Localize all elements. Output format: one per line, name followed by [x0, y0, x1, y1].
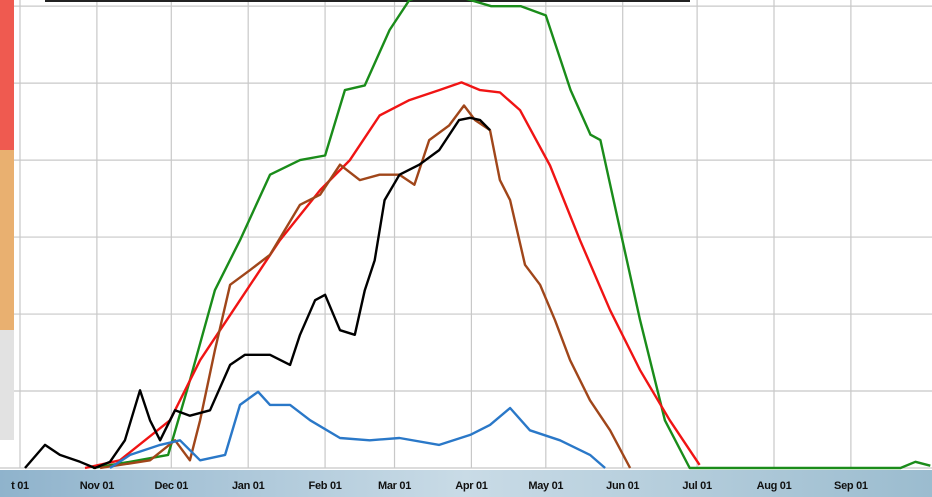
- x-tick-label: Mar 01: [378, 480, 411, 492]
- side-map: [0, 150, 14, 330]
- x-tick-label: Dec 01: [154, 480, 188, 492]
- x-tick-label: Apr 01: [455, 480, 488, 492]
- x-tick-label: Aug 01: [757, 480, 792, 492]
- x-tick-label: Jul 01: [682, 480, 712, 492]
- x-axis: t 01 Nov 01 Dec 01 Jan 01 Feb 01 Mar 01 Apr 01…: [11, 480, 868, 492]
- series-line: [92, 0, 931, 470]
- lines: [24, 0, 931, 470]
- x-tick-label: Sep 01: [834, 480, 868, 492]
- axis-band: [0, 470, 932, 497]
- series-line: [109, 390, 606, 470]
- x-tick-label: Nov 01: [80, 480, 114, 492]
- x-tick-label: May 01: [528, 480, 563, 492]
- x-tick-label: Jun 01: [606, 480, 639, 492]
- x-tick-label: Jan 01: [232, 480, 265, 492]
- series-line: [24, 116, 491, 470]
- x-tick-label: t 01: [11, 480, 29, 492]
- plot-background: [0, 0, 932, 470]
- side-map: [0, 0, 14, 150]
- series-line: [84, 81, 701, 470]
- side-map: [0, 330, 14, 440]
- x-tick-label: Feb 01: [309, 480, 342, 492]
- series-line: [99, 104, 632, 470]
